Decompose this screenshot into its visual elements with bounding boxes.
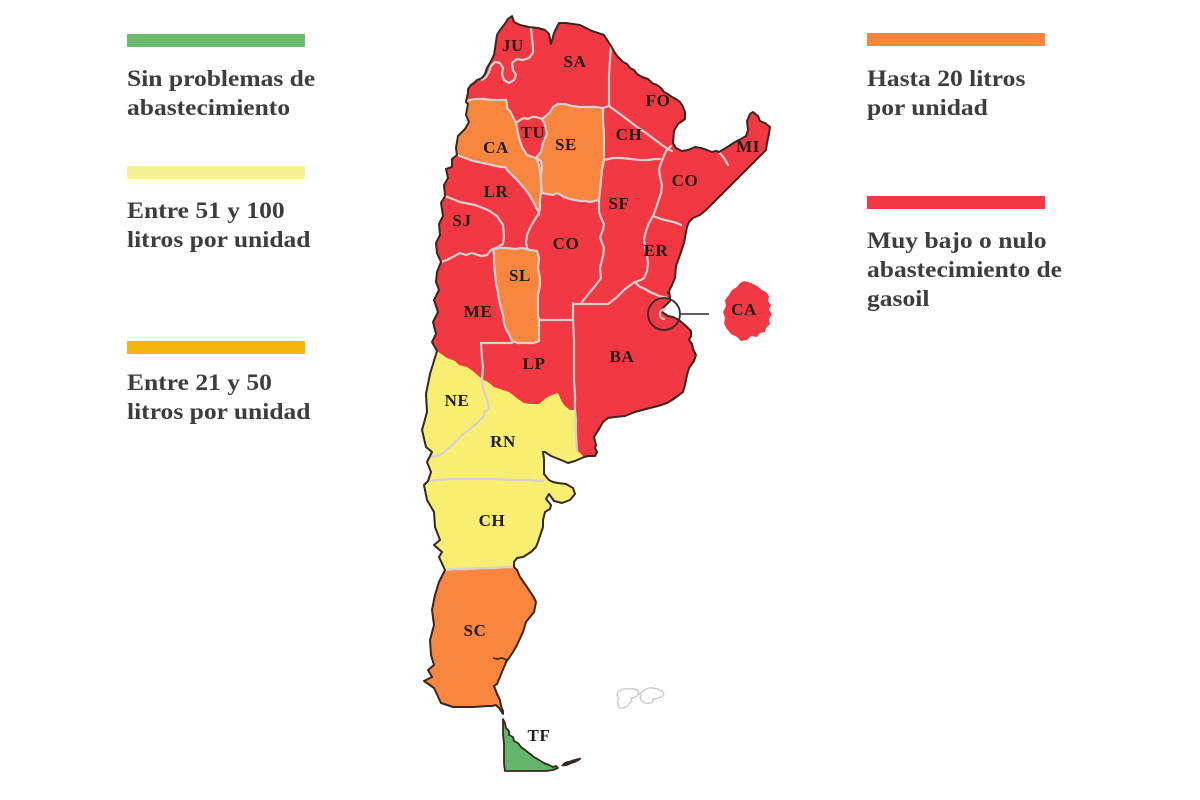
svg-text:LR: LR	[484, 182, 509, 201]
svg-text:LP: LP	[523, 354, 546, 373]
svg-text:SL: SL	[509, 266, 531, 285]
svg-text:TU: TU	[521, 123, 546, 142]
svg-text:JU: JU	[502, 36, 524, 55]
svg-text:CA: CA	[483, 138, 509, 157]
svg-text:FO: FO	[646, 91, 671, 110]
svg-text:MI: MI	[736, 137, 760, 156]
svg-text:ER: ER	[644, 241, 669, 260]
svg-text:CA: CA	[731, 300, 757, 319]
svg-text:SJ: SJ	[452, 211, 471, 230]
svg-text:NE: NE	[445, 391, 470, 410]
svg-text:SF: SF	[608, 194, 629, 213]
svg-text:RN: RN	[490, 432, 516, 451]
svg-text:SE: SE	[555, 135, 577, 154]
svg-text:CH: CH	[616, 125, 643, 144]
svg-text:CO: CO	[553, 234, 580, 253]
svg-text:CH: CH	[479, 511, 506, 530]
svg-text:CO: CO	[672, 171, 699, 190]
svg-text:SC: SC	[464, 621, 487, 640]
svg-text:SA: SA	[564, 52, 587, 71]
svg-text:BA: BA	[610, 347, 635, 366]
svg-text:ME: ME	[464, 302, 493, 321]
svg-text:TF: TF	[528, 726, 551, 745]
